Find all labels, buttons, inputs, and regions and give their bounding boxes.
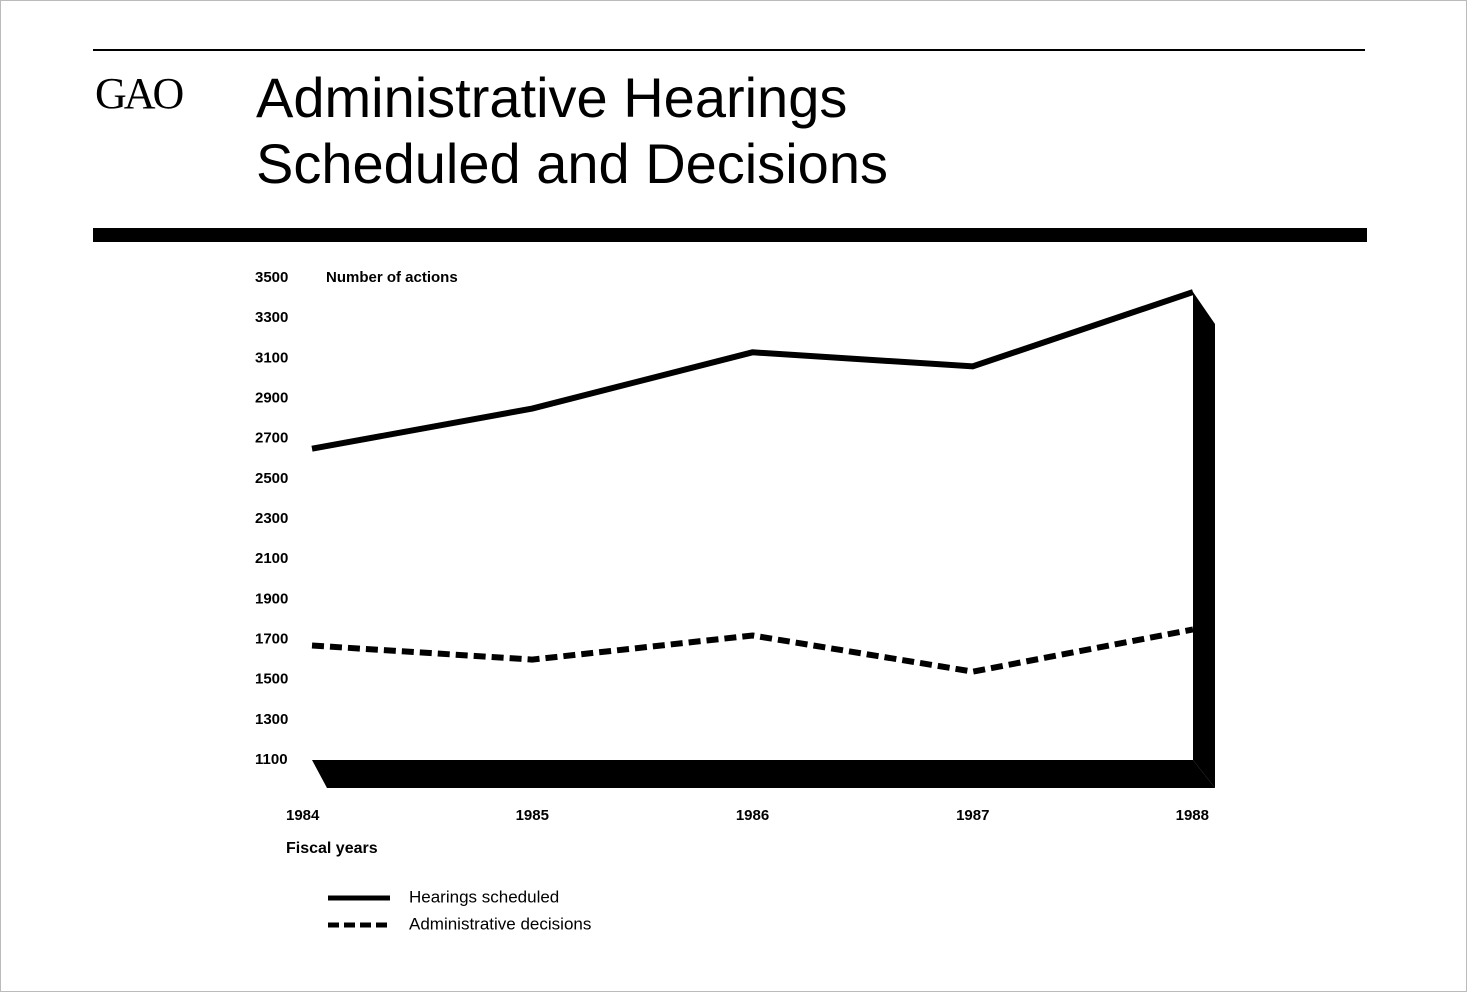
x-tick-label: 1988 <box>1176 807 1209 824</box>
y-tick-label: 1500 <box>255 671 288 688</box>
legend-label: Hearings scheduled <box>409 887 559 906</box>
x-tick-label: 1984 <box>286 807 320 824</box>
y-tick-label: 3500 <box>255 269 288 286</box>
y-tick-label: 3100 <box>255 349 288 366</box>
y-tick-label: 1900 <box>255 590 288 607</box>
y-tick-label: 3300 <box>255 309 288 326</box>
brand: GAO <box>95 69 183 118</box>
x-axis-label: Fiscal years <box>286 840 378 857</box>
thick-rule <box>93 228 1367 242</box>
side-wall <box>1193 292 1215 788</box>
data-line <box>311 626 1194 675</box>
y-axis-label: Number of actions <box>326 269 458 286</box>
base-slab <box>312 760 1215 788</box>
legend-label: Administrative decisions <box>409 914 591 933</box>
y-tick-label: 2900 <box>255 389 288 406</box>
x-tick-label: 1985 <box>516 807 549 824</box>
y-tick-label: 1700 <box>255 630 288 647</box>
x-tick-label: 1987 <box>956 807 989 824</box>
y-tick-label: 2700 <box>255 430 288 447</box>
chart-title: Scheduled and Decisions <box>256 132 888 195</box>
y-tick-label: 2100 <box>255 550 288 567</box>
y-tick-label: 1100 <box>255 751 288 768</box>
y-tick-label: 2300 <box>255 510 288 527</box>
chart-title: Administrative Hearings <box>256 66 847 129</box>
data-line <box>311 289 1194 452</box>
y-tick-label: 1300 <box>255 711 288 728</box>
y-tick-label: 2500 <box>255 470 288 487</box>
x-tick-label: 1986 <box>736 807 769 824</box>
